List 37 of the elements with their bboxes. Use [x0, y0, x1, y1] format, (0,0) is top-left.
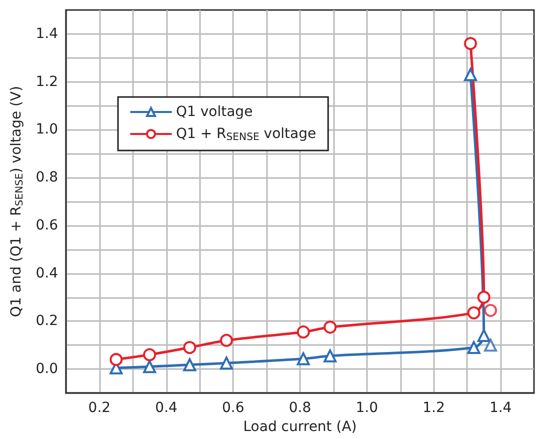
- point: [324, 320, 337, 334]
- y-tick-label: 0.2: [36, 313, 58, 330]
- point: [464, 68, 477, 82]
- point: [484, 304, 498, 317]
- x-tick-label: 1.0: [356, 400, 378, 416]
- x-axis-title: Load current (A): [243, 418, 357, 435]
- point: [324, 349, 337, 362]
- legend-label: Q1 voltage: [176, 104, 253, 120]
- x-tick-label: 1.2: [422, 400, 445, 416]
- point: [477, 329, 490, 342]
- y-tick-label: 1.2: [36, 74, 58, 90]
- point: [143, 360, 156, 374]
- x-tick-label: 0.4: [155, 400, 178, 416]
- point: [477, 290, 490, 304]
- x-tick-label: 1.4: [489, 400, 512, 416]
- point: [467, 341, 480, 354]
- y-tick-label: 0.8: [36, 170, 58, 186]
- point: [296, 325, 310, 338]
- y-tick-label: 0.4: [36, 265, 58, 282]
- x-tick-label: 0.8: [288, 400, 312, 416]
- y-tick-label: 0.6: [36, 217, 58, 234]
- point: [110, 352, 123, 366]
- point: [484, 338, 498, 352]
- x-tick-label: 0.2: [88, 400, 111, 416]
- point: [220, 356, 233, 370]
- x-tick-label: 0.6: [222, 400, 244, 416]
- y-axis-title: Q1 and (Q1 + RSENSE) voltage (V): [8, 86, 26, 318]
- point: [467, 306, 480, 320]
- y-tick-label: 0.0: [36, 361, 58, 378]
- point: [143, 348, 156, 362]
- point: [183, 341, 196, 354]
- point: [464, 37, 477, 50]
- point: [183, 358, 196, 372]
- y-tick-label: 1.4: [36, 26, 58, 42]
- y-tick-label: 1.0: [36, 122, 58, 138]
- point: [220, 334, 233, 347]
- point: [296, 352, 310, 366]
